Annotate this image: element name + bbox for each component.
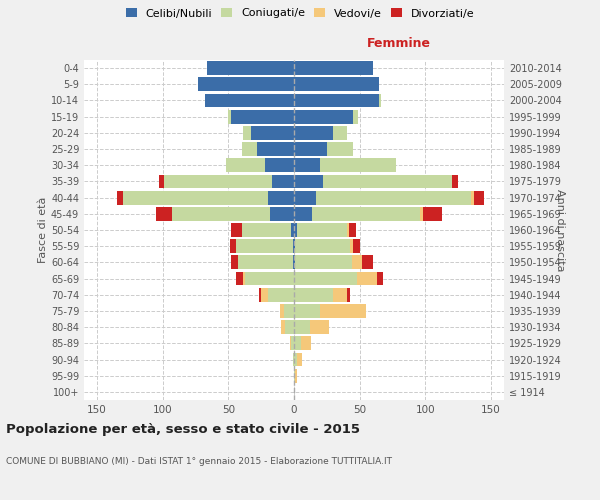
Bar — [205, 94, 294, 108]
Y-axis label: Fasce di età: Fasce di età — [38, 197, 48, 263]
Text: Popolazione per età, sesso e stato civile - 2015: Popolazione per età, sesso e stato civil… — [6, 422, 360, 436]
Bar — [420, 207, 422, 220]
Bar — [452, 174, 458, 188]
Bar — [422, 207, 442, 220]
Bar — [353, 110, 358, 124]
Bar — [293, 352, 294, 366]
Bar — [294, 256, 295, 270]
Bar — [294, 190, 316, 204]
Bar — [294, 369, 295, 382]
Bar — [294, 320, 310, 334]
Bar — [294, 336, 301, 350]
Bar — [294, 352, 296, 366]
Bar — [292, 223, 294, 237]
Bar — [296, 223, 347, 237]
Bar — [294, 223, 296, 237]
Bar — [251, 126, 294, 140]
Bar — [229, 110, 231, 124]
Bar — [362, 256, 373, 270]
Bar — [334, 288, 347, 302]
Bar — [296, 352, 302, 366]
Bar — [379, 94, 380, 108]
Text: COMUNE DI BUBBIANO (MI) - Dati ISTAT 1° gennaio 2015 - Elaborazione TUTTITALIA.I: COMUNE DI BUBBIANO (MI) - Dati ISTAT 1° … — [6, 458, 392, 466]
Bar — [230, 240, 236, 253]
Bar — [280, 304, 284, 318]
Bar — [334, 126, 347, 140]
Bar — [294, 94, 379, 108]
Bar — [172, 207, 271, 220]
Bar — [294, 272, 357, 285]
Bar — [231, 256, 238, 270]
Bar — [272, 174, 294, 188]
Bar — [349, 223, 356, 237]
Bar — [208, 61, 294, 75]
Bar — [293, 256, 294, 270]
Bar — [268, 190, 294, 204]
Bar — [236, 240, 293, 253]
Legend: Celibi/Nubili, Coniugati/e, Vedovi/e, Divorziati/e: Celibi/Nubili, Coniugati/e, Vedovi/e, Di… — [125, 8, 475, 18]
Bar — [231, 223, 241, 237]
Bar — [295, 240, 350, 253]
Bar — [156, 207, 172, 220]
Bar — [241, 223, 292, 237]
Bar — [295, 369, 296, 382]
Bar — [117, 190, 124, 204]
Bar — [294, 61, 373, 75]
Bar — [231, 110, 294, 124]
Bar — [243, 126, 251, 140]
Bar — [320, 158, 397, 172]
Bar — [198, 78, 294, 91]
Bar — [285, 320, 294, 334]
Bar — [294, 174, 323, 188]
Bar — [320, 304, 366, 318]
Bar — [327, 142, 353, 156]
Bar — [474, 190, 484, 204]
Bar — [257, 142, 294, 156]
Bar — [159, 174, 164, 188]
Bar — [377, 272, 383, 285]
Bar — [323, 174, 452, 188]
Bar — [294, 304, 320, 318]
Bar — [259, 288, 261, 302]
Bar — [353, 240, 359, 253]
Bar — [294, 240, 295, 253]
Bar — [226, 158, 265, 172]
Bar — [261, 288, 268, 302]
Bar — [271, 207, 294, 220]
Bar — [284, 304, 294, 318]
Bar — [292, 336, 294, 350]
Bar — [294, 142, 327, 156]
Bar — [350, 240, 353, 253]
Bar — [294, 110, 353, 124]
Bar — [245, 272, 294, 285]
Bar — [294, 78, 379, 91]
Y-axis label: Anni di nascita: Anni di nascita — [554, 188, 565, 271]
Text: Femmine: Femmine — [367, 37, 431, 50]
Bar — [164, 174, 272, 188]
Bar — [301, 336, 311, 350]
Bar — [471, 190, 474, 204]
Bar — [268, 288, 294, 302]
Bar — [293, 240, 294, 253]
Bar — [316, 190, 471, 204]
Bar — [313, 207, 420, 220]
Bar — [238, 256, 293, 270]
Bar — [357, 272, 377, 285]
Bar — [352, 256, 362, 270]
Bar — [265, 158, 294, 172]
Bar — [295, 256, 352, 270]
Bar — [294, 126, 334, 140]
Bar — [236, 272, 243, 285]
Bar — [347, 223, 349, 237]
Bar — [290, 336, 292, 350]
Bar — [294, 207, 313, 220]
Bar — [310, 320, 329, 334]
Bar — [294, 288, 334, 302]
Bar — [124, 190, 268, 204]
Bar — [347, 288, 350, 302]
Bar — [241, 142, 257, 156]
Bar — [281, 320, 285, 334]
Bar — [243, 272, 245, 285]
Bar — [294, 158, 320, 172]
